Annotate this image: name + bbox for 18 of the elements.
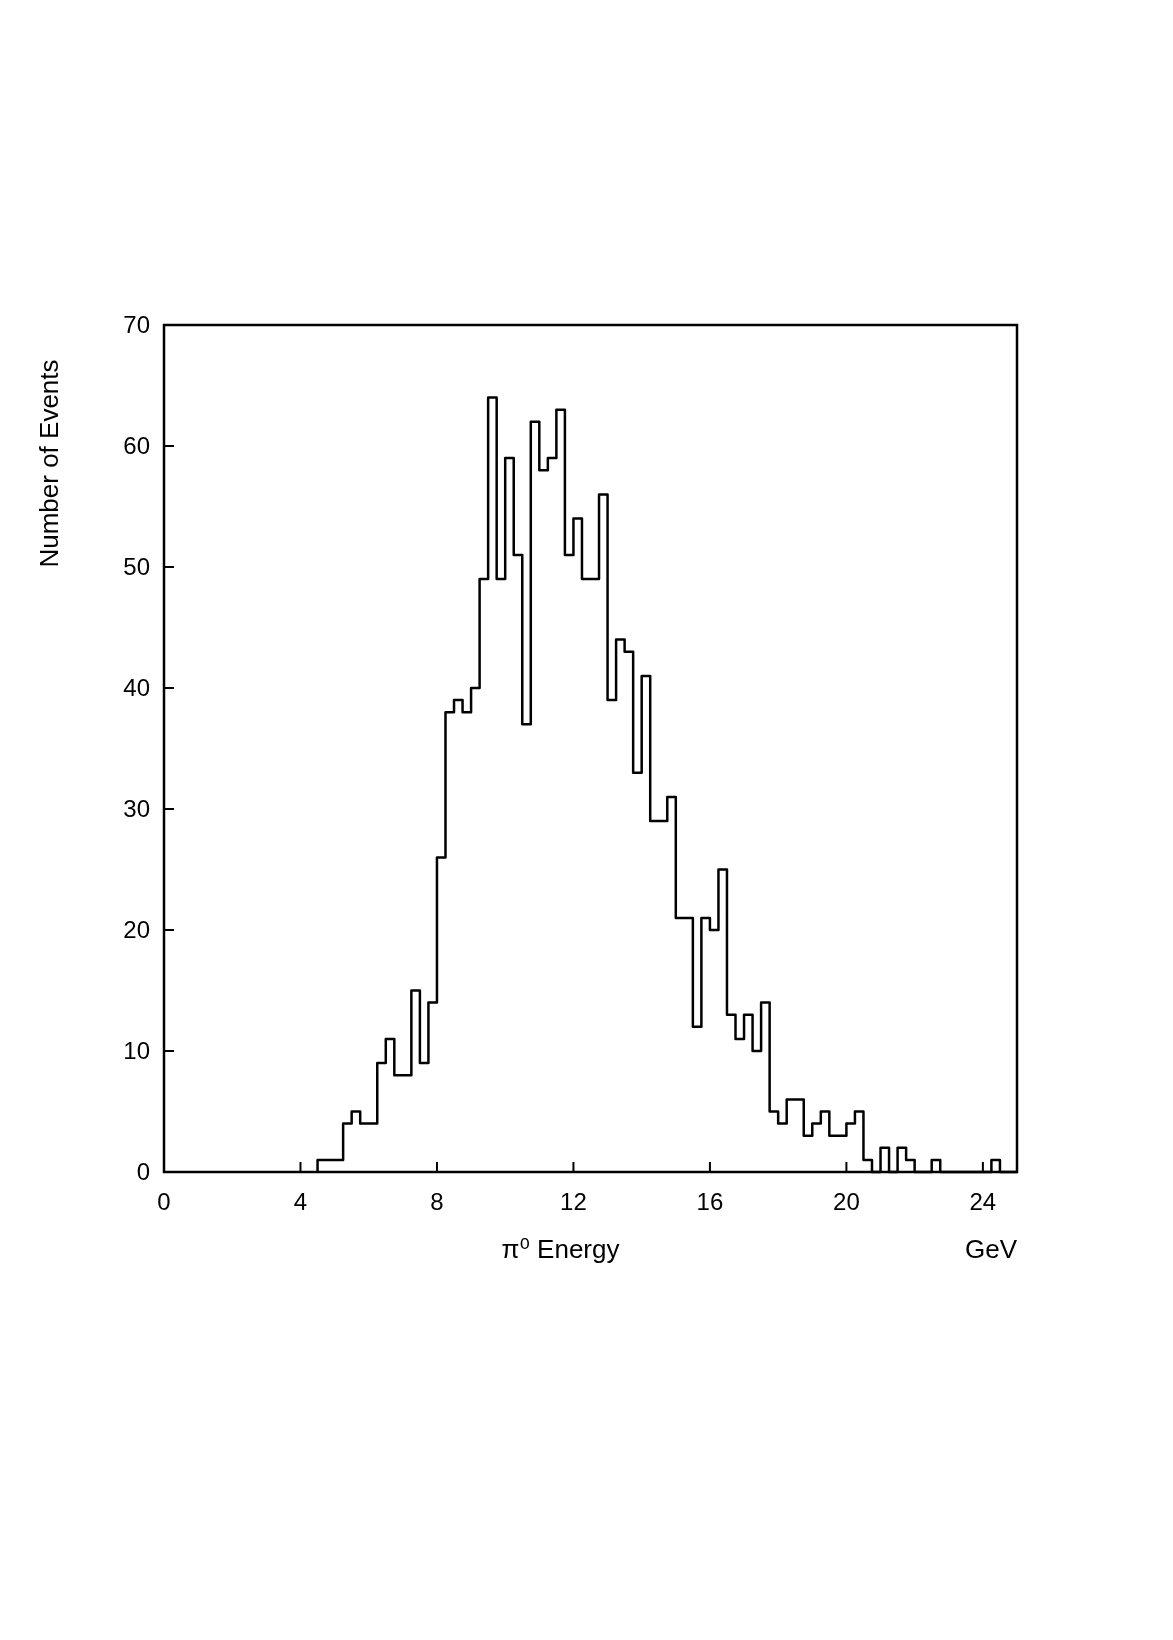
y-tick-label: 20 [123, 916, 150, 943]
y-tick-label: 50 [123, 553, 150, 580]
y-tick-label: 10 [123, 1037, 150, 1064]
y-tick-label: 70 [123, 311, 150, 338]
x-tick-label: 8 [430, 1188, 444, 1215]
x-tick-label: 0 [157, 1188, 171, 1215]
x-tick-label: 16 [696, 1188, 724, 1215]
y-tick-label: 30 [123, 795, 150, 822]
x-tick-label: 4 [293, 1188, 308, 1215]
y-tick-label: 0 [136, 1158, 150, 1185]
y-tick-label: 60 [123, 432, 150, 459]
x-tick-label: 24 [969, 1188, 997, 1215]
y-tick-label: 40 [123, 674, 150, 701]
x-axis-title: π⁰ Energy [501, 1234, 620, 1264]
x-tick-label: 20 [833, 1188, 860, 1215]
y-axis-title: Number of Events [34, 359, 64, 568]
text: GeV [964, 1234, 1018, 1264]
x-tick-label: 12 [560, 1188, 587, 1215]
